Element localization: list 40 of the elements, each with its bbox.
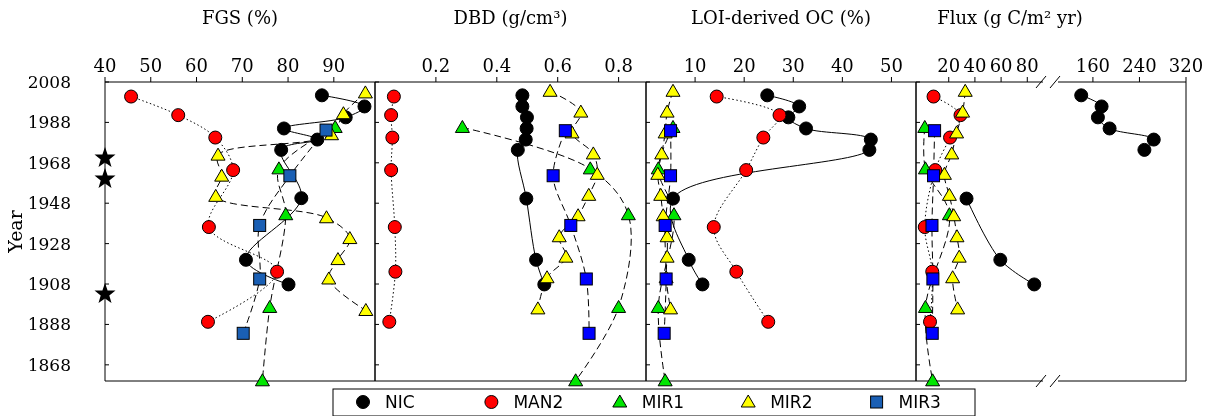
y-tick-label: 1888 xyxy=(27,314,71,335)
chart-title: FGS (%) xyxy=(201,7,279,28)
x-tick-label: 80 xyxy=(1015,55,1039,76)
x-tick-label: 0.8 xyxy=(604,55,633,76)
x-tick-label: 40 xyxy=(93,55,117,76)
x-tick-label: 240 xyxy=(1122,55,1157,76)
y-tick-label: 2008 xyxy=(27,71,71,92)
x-tick-label: 320 xyxy=(1168,55,1204,76)
chart-title: LOI-derived OC (%) xyxy=(691,7,871,28)
legend-label: MIR3 xyxy=(898,391,941,412)
x-tick-label: 20 xyxy=(732,55,756,76)
x-tick-label: 80 xyxy=(276,55,300,76)
x-tick-label: 20 xyxy=(937,55,961,76)
x-tick-label: 10 xyxy=(683,55,707,76)
chart-title: Flux (g C/m² yr) xyxy=(937,7,1083,28)
y-tick-label: 1948 xyxy=(27,193,71,214)
x-tick-label: 0.2 xyxy=(421,55,451,76)
x-tick-label: 40 xyxy=(830,55,854,76)
x-tick-label: 60 xyxy=(185,55,208,76)
y-tick-label: 1988 xyxy=(27,112,71,133)
legend-label: MIR1 xyxy=(641,391,685,412)
legend-label: NIC xyxy=(385,391,415,412)
x-tick-label: 160 xyxy=(1075,55,1111,76)
x-tick-label: 60 xyxy=(989,55,1013,76)
x-tick-label: 0.4 xyxy=(482,55,512,76)
y-tick-label: 1928 xyxy=(27,233,71,254)
y-tick-label: 1868 xyxy=(27,354,71,375)
x-tick-label: 50 xyxy=(880,55,903,76)
y-axis-title: Year xyxy=(4,209,26,254)
x-tick-label: 50 xyxy=(139,55,163,76)
x-tick-label: 0.6 xyxy=(543,55,573,76)
legend-label: MAN2 xyxy=(513,391,564,412)
legend-label: MIR2 xyxy=(770,391,813,412)
y-tick-label: 1968 xyxy=(27,152,71,173)
x-tick-label: 90 xyxy=(322,55,346,76)
y-tick-label: 1908 xyxy=(27,273,71,294)
x-tick-label: 30 xyxy=(781,55,805,76)
x-tick-label: 70 xyxy=(230,55,254,76)
x-tick-label: 40 xyxy=(963,55,987,76)
chart-title: DBD (g/cm³) xyxy=(453,7,568,28)
